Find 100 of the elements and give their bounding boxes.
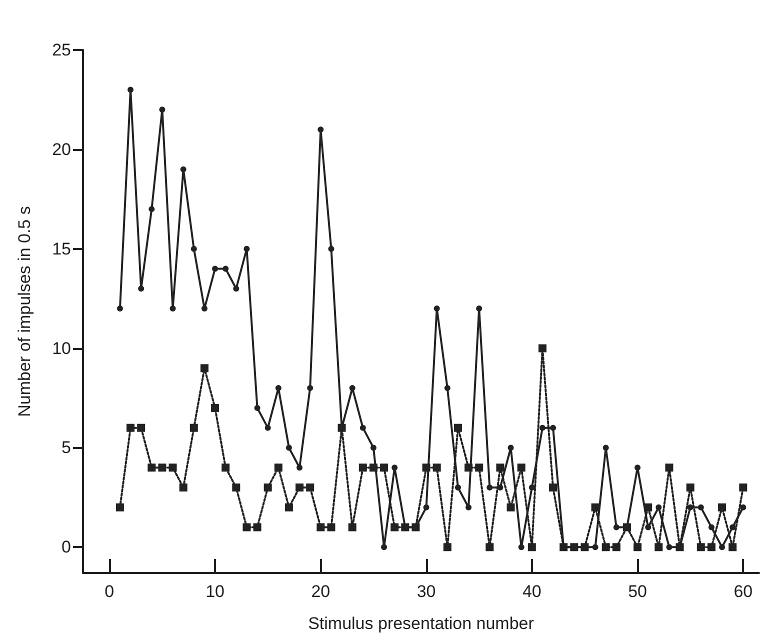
point (126, 424, 135, 432)
point (698, 504, 704, 510)
point (591, 503, 600, 512)
point (443, 543, 452, 552)
point (306, 483, 314, 492)
point (718, 503, 726, 512)
point (148, 206, 155, 212)
point (486, 543, 494, 552)
point (423, 504, 430, 510)
point (644, 503, 652, 512)
point (242, 523, 251, 532)
point (168, 464, 177, 472)
y-axis-title: Number of impulses in 0.5 s (15, 206, 34, 417)
point (432, 464, 441, 472)
point (464, 464, 473, 472)
point (634, 464, 641, 471)
point (496, 464, 504, 472)
point (138, 286, 144, 292)
x-tick-label: 30 (416, 582, 436, 601)
point (719, 544, 726, 550)
point (528, 484, 535, 490)
point (232, 483, 240, 492)
point (159, 106, 166, 113)
point (211, 404, 220, 412)
point (707, 543, 716, 552)
y-tick-label: 0 (62, 538, 71, 557)
point (466, 504, 472, 510)
point (274, 464, 282, 472)
point (730, 524, 736, 530)
point (476, 306, 482, 312)
point (212, 266, 218, 272)
x-tick-label: 20 (311, 582, 330, 601)
point (602, 543, 610, 552)
point (454, 484, 461, 490)
point (708, 524, 714, 530)
x-tick-label: 10 (206, 582, 224, 601)
point (686, 483, 694, 492)
y-tick-label: 10 (52, 338, 71, 358)
y-tick-label: 15 (52, 239, 71, 258)
point (222, 266, 229, 272)
y-tick-label: 25 (52, 40, 71, 60)
point (190, 246, 197, 252)
point (497, 484, 504, 490)
point (422, 464, 430, 472)
point (296, 483, 304, 492)
point (222, 464, 230, 472)
y-tick-label: 20 (52, 140, 71, 159)
point (116, 503, 124, 512)
point (656, 504, 662, 510)
point (190, 424, 198, 432)
point (328, 246, 334, 252)
point (370, 444, 376, 451)
point (518, 544, 524, 550)
point (634, 543, 642, 552)
point (550, 424, 556, 431)
point (434, 306, 440, 312)
point (148, 464, 156, 472)
point (201, 306, 208, 312)
point (506, 503, 515, 512)
point (158, 464, 166, 472)
point (137, 424, 146, 432)
point (349, 385, 356, 392)
point (592, 544, 598, 550)
point (665, 464, 674, 472)
point (390, 523, 399, 532)
point (316, 523, 325, 532)
x-tick-label: 60 (734, 582, 753, 601)
point (318, 126, 324, 133)
point (200, 364, 208, 372)
point (244, 246, 250, 252)
point (539, 424, 546, 431)
point (307, 385, 314, 392)
point (233, 286, 240, 292)
point (381, 544, 388, 550)
point (296, 464, 303, 471)
point (740, 504, 746, 510)
point (687, 504, 694, 510)
x-tick-label: 50 (628, 582, 647, 601)
point (538, 344, 546, 352)
point (128, 86, 134, 93)
x-axis-title: Stimulus presentation number (308, 614, 534, 633)
point (475, 464, 484, 472)
x-tick-label: 0 (104, 582, 114, 601)
point (508, 444, 514, 451)
point (369, 464, 378, 472)
point (284, 503, 293, 512)
point (254, 404, 260, 411)
point (645, 524, 652, 530)
point (170, 306, 176, 312)
point (654, 543, 663, 552)
point (696, 543, 705, 552)
y-tick-label: 5 (62, 438, 71, 458)
x-tick-label: 40 (522, 582, 542, 601)
point (454, 424, 462, 432)
point (380, 464, 388, 472)
point (392, 464, 398, 471)
point (612, 543, 620, 552)
point (286, 444, 292, 451)
point (728, 543, 737, 552)
point (666, 544, 672, 550)
